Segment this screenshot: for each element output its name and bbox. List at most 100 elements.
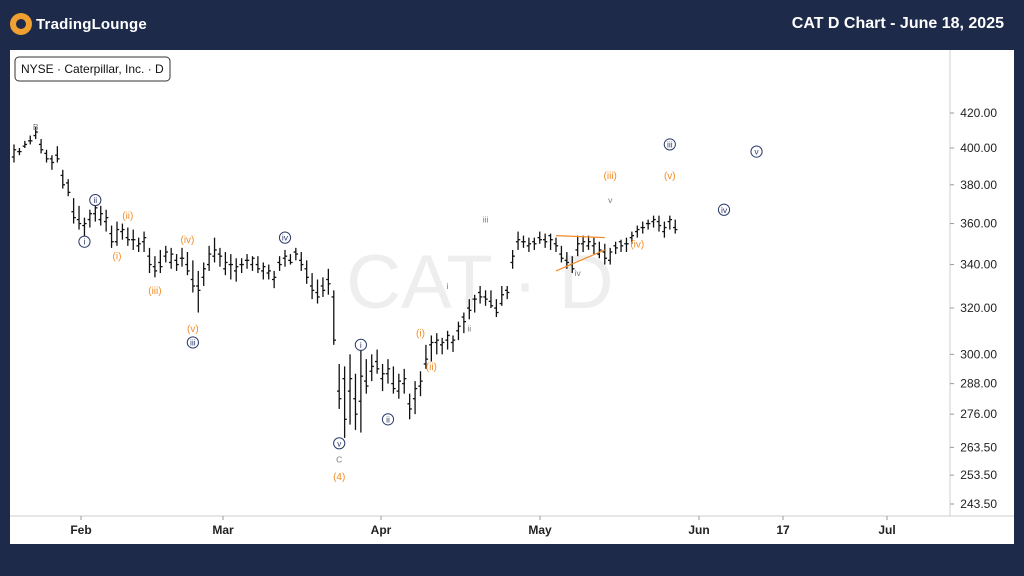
symbol-legend[interactable]: NYSE · Caterpillar, Inc. · D (14, 56, 171, 82)
chart-title: CAT D Chart - June 18, 2025 (791, 15, 1004, 32)
ohlc-bar (179, 247, 185, 267)
svg-text:iii: iii (667, 139, 673, 149)
ohlc-bar (380, 363, 385, 392)
wave-label: (iii) (604, 171, 617, 182)
ohlc-bar (250, 256, 255, 271)
ohlc-bar (467, 299, 472, 320)
ohlc-bar (580, 235, 586, 253)
ohlc-bar (461, 312, 467, 334)
ohlc-bar (586, 235, 591, 250)
ohlc-bar (673, 219, 678, 234)
svg-text:iii: iii (483, 215, 489, 225)
ohlc-bar (152, 256, 158, 278)
ohlc-bar (326, 268, 331, 295)
ohlc-bar (613, 241, 618, 255)
wave-label: (i) (416, 329, 425, 340)
svg-text:(4): (4) (333, 472, 345, 483)
wave-label: (iv) (180, 235, 194, 246)
ohlc-bar (488, 290, 494, 309)
ohlc-bar (228, 254, 233, 280)
ohlc-bar (223, 252, 228, 276)
ohlc-bar (261, 262, 266, 280)
wave-label: (iv) (630, 239, 644, 250)
ohlc-bar (521, 235, 526, 248)
y-tick-label: 340.00 (960, 258, 997, 272)
svg-text:iv: iv (575, 268, 582, 278)
ohlc-bar (98, 205, 103, 226)
ohlc-bar (667, 215, 673, 230)
y-tick-label: 400.00 (960, 141, 997, 155)
ohlc-bar (76, 205, 82, 230)
ohlc-bar (537, 231, 542, 244)
ohlc-bar (472, 294, 477, 313)
ohlc-bar (212, 237, 217, 263)
x-tick-label: May (528, 523, 552, 537)
ohlc-bar (320, 277, 326, 297)
wave-label: (ii) (122, 211, 133, 222)
ohlc-bar (277, 256, 282, 271)
ohlc-bar (559, 245, 564, 263)
y-tick-label: 263.50 (960, 440, 997, 454)
ohlc-bar (342, 366, 347, 438)
ohlc-bar (651, 215, 656, 228)
ohlc-bar (49, 155, 55, 170)
y-tick-label: 360.00 (960, 217, 997, 231)
svg-text:(i): (i) (416, 329, 425, 340)
ohlc-bar (136, 237, 141, 253)
ohlc-bar (331, 290, 336, 345)
ohlc-bar (141, 231, 147, 253)
ohlc-bar (353, 373, 358, 430)
y-axis: 420.00 400.00 380.00 360.00 340.00 320.00 300.… (950, 106, 997, 511)
ohlc-bar (374, 349, 380, 374)
ohlc-bar (407, 393, 412, 420)
ohlc-bar (125, 227, 131, 246)
ohlc-bar (602, 243, 607, 265)
x-tick-label: Feb (70, 523, 91, 537)
ohlc-bar (87, 209, 93, 228)
ohlc-bar (532, 237, 537, 250)
x-tick-label: Mar (212, 523, 234, 537)
price-chart[interactable]: CAT · D Biii(i)(ii)(iii)(iv)(v)iiiivvC(4… (10, 50, 1014, 544)
ohlc-bar (483, 290, 488, 306)
wave-label: iii (663, 138, 676, 151)
svg-text:(iii): (iii) (148, 286, 161, 297)
wave-label: ii (467, 324, 471, 334)
ohlc-bar (44, 149, 49, 163)
y-tick-label: 320.00 (960, 301, 997, 315)
ohlc-bar (494, 299, 499, 318)
ohlc-bar (391, 366, 396, 394)
svg-text:(iii): (iii) (604, 171, 617, 182)
svg-text:i: i (84, 237, 86, 247)
y-tick-label: 380.00 (960, 178, 997, 192)
wave-label: i (447, 281, 449, 291)
ohlc-bar (510, 249, 515, 269)
wave-labels: Biii(i)(ii)(iii)(iv)(v)iiiivvC(4)iii(i)(… (33, 122, 763, 483)
x-tick-label: Jul (878, 523, 895, 537)
y-tick-label: 243.50 (960, 497, 997, 511)
ohlc-bar (358, 349, 364, 433)
svg-text:C: C (336, 455, 342, 465)
ohlc-bar (147, 247, 152, 274)
ohlc-bar (369, 354, 374, 382)
ohlc-bar (109, 225, 114, 248)
ohlc-bar (364, 359, 369, 394)
svg-text:(iv): (iv) (630, 239, 644, 250)
ohlc-bar (309, 273, 315, 300)
wave-label: iv (278, 231, 292, 244)
ohlc-bar (271, 270, 277, 289)
ohlc-bar (499, 285, 504, 306)
ohlc-bar (234, 258, 239, 282)
wave-label: ii (89, 193, 102, 207)
wave-label: iv (575, 268, 582, 278)
x-tick-label: 17 (776, 523, 790, 537)
svg-text:i: i (360, 340, 362, 350)
ohlc-bar (38, 139, 44, 154)
ohlc-bar (412, 381, 418, 415)
ohlc-bar (315, 279, 320, 304)
wave-label: v (750, 145, 763, 158)
ohlc-bar (505, 285, 510, 300)
svg-text:(ii): (ii) (426, 362, 437, 373)
ohlc-bar (418, 371, 423, 397)
wave-label: iii (186, 336, 199, 349)
